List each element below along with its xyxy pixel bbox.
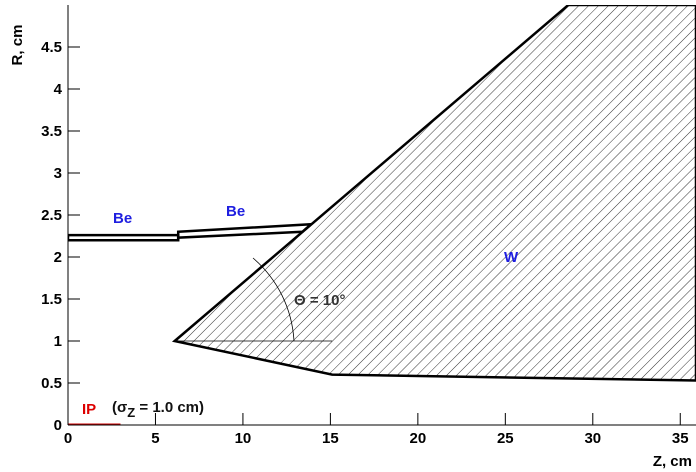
x-tick-label: 30	[584, 430, 601, 447]
y-tick-label: 4.5	[41, 39, 62, 56]
label-sigma: (σZ = 1.0 cm)	[112, 399, 204, 420]
label-be: Be	[226, 203, 245, 220]
label-sigma-open: (σ	[112, 399, 127, 416]
x-tick-label: 15	[322, 430, 339, 447]
x-tick-label: 0	[64, 430, 72, 447]
y-tick-label: 1.5	[41, 291, 62, 308]
angle-arc	[252, 257, 295, 342]
plot-area	[68, 5, 696, 425]
outline	[68, 233, 180, 242]
y-tick-label: 4	[54, 81, 63, 98]
x-tick-label: 25	[497, 430, 514, 447]
label-sigma-sub: Z	[127, 405, 135, 420]
y-axis-title: R, cm	[9, 25, 26, 66]
x-tick-label: 20	[410, 430, 427, 447]
y-tick-label: 0	[54, 417, 62, 434]
y-tick-label: 3.5	[41, 123, 62, 140]
y-tick-label: 2.5	[41, 207, 62, 224]
outline	[176, 222, 315, 239]
y-tick-label: 2	[54, 249, 62, 266]
y-tick-label: 3	[54, 165, 62, 182]
label-w: W	[504, 249, 519, 266]
y-tick-label: 1	[54, 333, 62, 350]
label-angle: Θ = 10°	[294, 292, 345, 309]
y-tick-label: 0.5	[41, 375, 62, 392]
x-axis-title: Z, cm	[653, 453, 692, 470]
x-tick-label: 35	[672, 430, 689, 447]
label-sigma-rest: = 1.0 cm)	[135, 399, 204, 416]
hatched-region	[171, 5, 696, 382]
label-ip: IP	[82, 401, 96, 418]
x-tick-label: 10	[235, 430, 252, 447]
label-be: Be	[113, 210, 132, 227]
x-tick-label: 5	[151, 430, 159, 447]
